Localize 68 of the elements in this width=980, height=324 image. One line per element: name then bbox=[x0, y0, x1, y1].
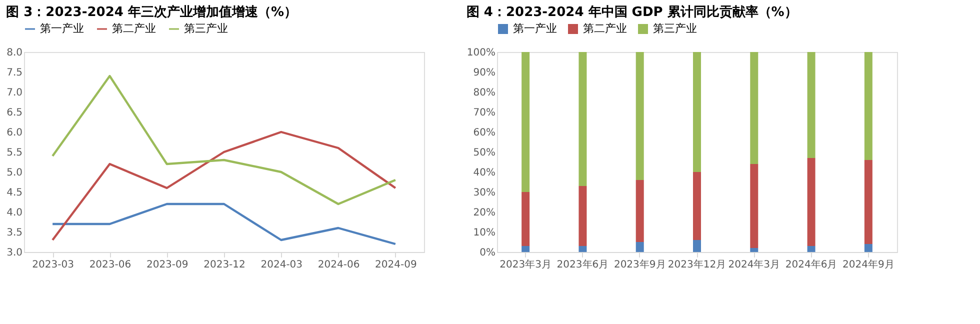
y-tick-label: 20% bbox=[473, 208, 496, 218]
y-tick-label: 30% bbox=[473, 188, 496, 198]
x-tick-label: 2024年6月 bbox=[785, 258, 838, 270]
x-tick-label: 2024-09 bbox=[375, 260, 417, 270]
bar bbox=[578, 186, 587, 246]
line-series bbox=[51, 74, 397, 206]
y-tick-label: 6.5 bbox=[6, 108, 22, 118]
bar bbox=[522, 246, 530, 252]
bar bbox=[578, 52, 587, 186]
bar bbox=[864, 160, 872, 244]
y-tick-label: 100% bbox=[466, 48, 496, 58]
x-tick-label: 2023-09 bbox=[146, 260, 188, 270]
bar bbox=[807, 158, 816, 246]
chart-title: 图 4：2023-2024 年中国 GDP 累计同比贡献率（%） bbox=[466, 4, 798, 20]
x-tick-label: 2024-03 bbox=[260, 260, 303, 270]
x-tick-label: 2023-03 bbox=[32, 260, 74, 270]
x-tick-label: 2024-06 bbox=[318, 260, 360, 270]
bar bbox=[864, 244, 872, 252]
y-tick-label: 10% bbox=[473, 228, 496, 238]
legend-label: 第一产业 bbox=[513, 22, 557, 35]
x-tick-label: 2023年9月 bbox=[614, 258, 666, 270]
y-tick-label: 3.5 bbox=[6, 228, 22, 238]
y-tick-label: 80% bbox=[473, 88, 496, 98]
bar bbox=[693, 240, 701, 252]
x-tick-label: 2023年3月 bbox=[500, 258, 552, 270]
x-tick-label: 2024年3月 bbox=[728, 258, 780, 270]
x-tick-label: 2023年6月 bbox=[556, 258, 609, 270]
legend-label: 第三产业 bbox=[653, 22, 697, 35]
y-tick-label: 40% bbox=[473, 168, 496, 178]
y-tick-label: 4.5 bbox=[6, 188, 22, 198]
legend-label: 第二产业 bbox=[583, 22, 627, 35]
x-tick-label: 2023-06 bbox=[89, 260, 132, 270]
y-tick-label: 0% bbox=[480, 248, 496, 258]
legend-label: 第三产业 bbox=[184, 22, 228, 35]
y-tick-label: 5.0 bbox=[6, 168, 22, 178]
y-tick-label: 6.0 bbox=[6, 128, 22, 138]
x-tick-label: 2024年9月 bbox=[842, 258, 894, 270]
y-tick-label: 8.0 bbox=[6, 48, 22, 58]
line-series bbox=[51, 130, 397, 242]
x-tick-label: 2023-12 bbox=[204, 260, 246, 270]
y-tick-label: 90% bbox=[473, 68, 496, 78]
bar bbox=[807, 246, 816, 252]
chart-title: 图 3：2023-2024 年三次产业增加值增速（%） bbox=[6, 4, 297, 20]
legend-label: 第一产业 bbox=[40, 22, 84, 35]
y-tick-label: 3.0 bbox=[6, 248, 22, 258]
bar bbox=[522, 192, 530, 246]
y-tick-label: 7.0 bbox=[6, 88, 22, 98]
x-tick-label: 2023年12月 bbox=[668, 258, 726, 270]
bar bbox=[750, 248, 758, 252]
y-tick-label: 4.0 bbox=[6, 208, 22, 218]
bar bbox=[636, 242, 644, 252]
y-tick-label: 5.5 bbox=[6, 148, 22, 158]
y-tick-label: 60% bbox=[473, 128, 496, 138]
y-tick-label: 50% bbox=[473, 148, 496, 158]
bar bbox=[750, 164, 758, 248]
y-tick-label: 7.5 bbox=[6, 68, 22, 78]
legend-label: 第二产业 bbox=[112, 22, 156, 35]
bar bbox=[750, 52, 758, 164]
bar bbox=[522, 52, 530, 192]
bar bbox=[578, 246, 587, 252]
bar bbox=[693, 52, 701, 172]
y-tick-label: 70% bbox=[473, 108, 496, 118]
bar bbox=[636, 180, 644, 242]
bar bbox=[807, 52, 816, 158]
bar bbox=[693, 172, 701, 240]
line-series bbox=[51, 202, 397, 246]
bar bbox=[636, 52, 644, 180]
bar bbox=[864, 52, 872, 160]
